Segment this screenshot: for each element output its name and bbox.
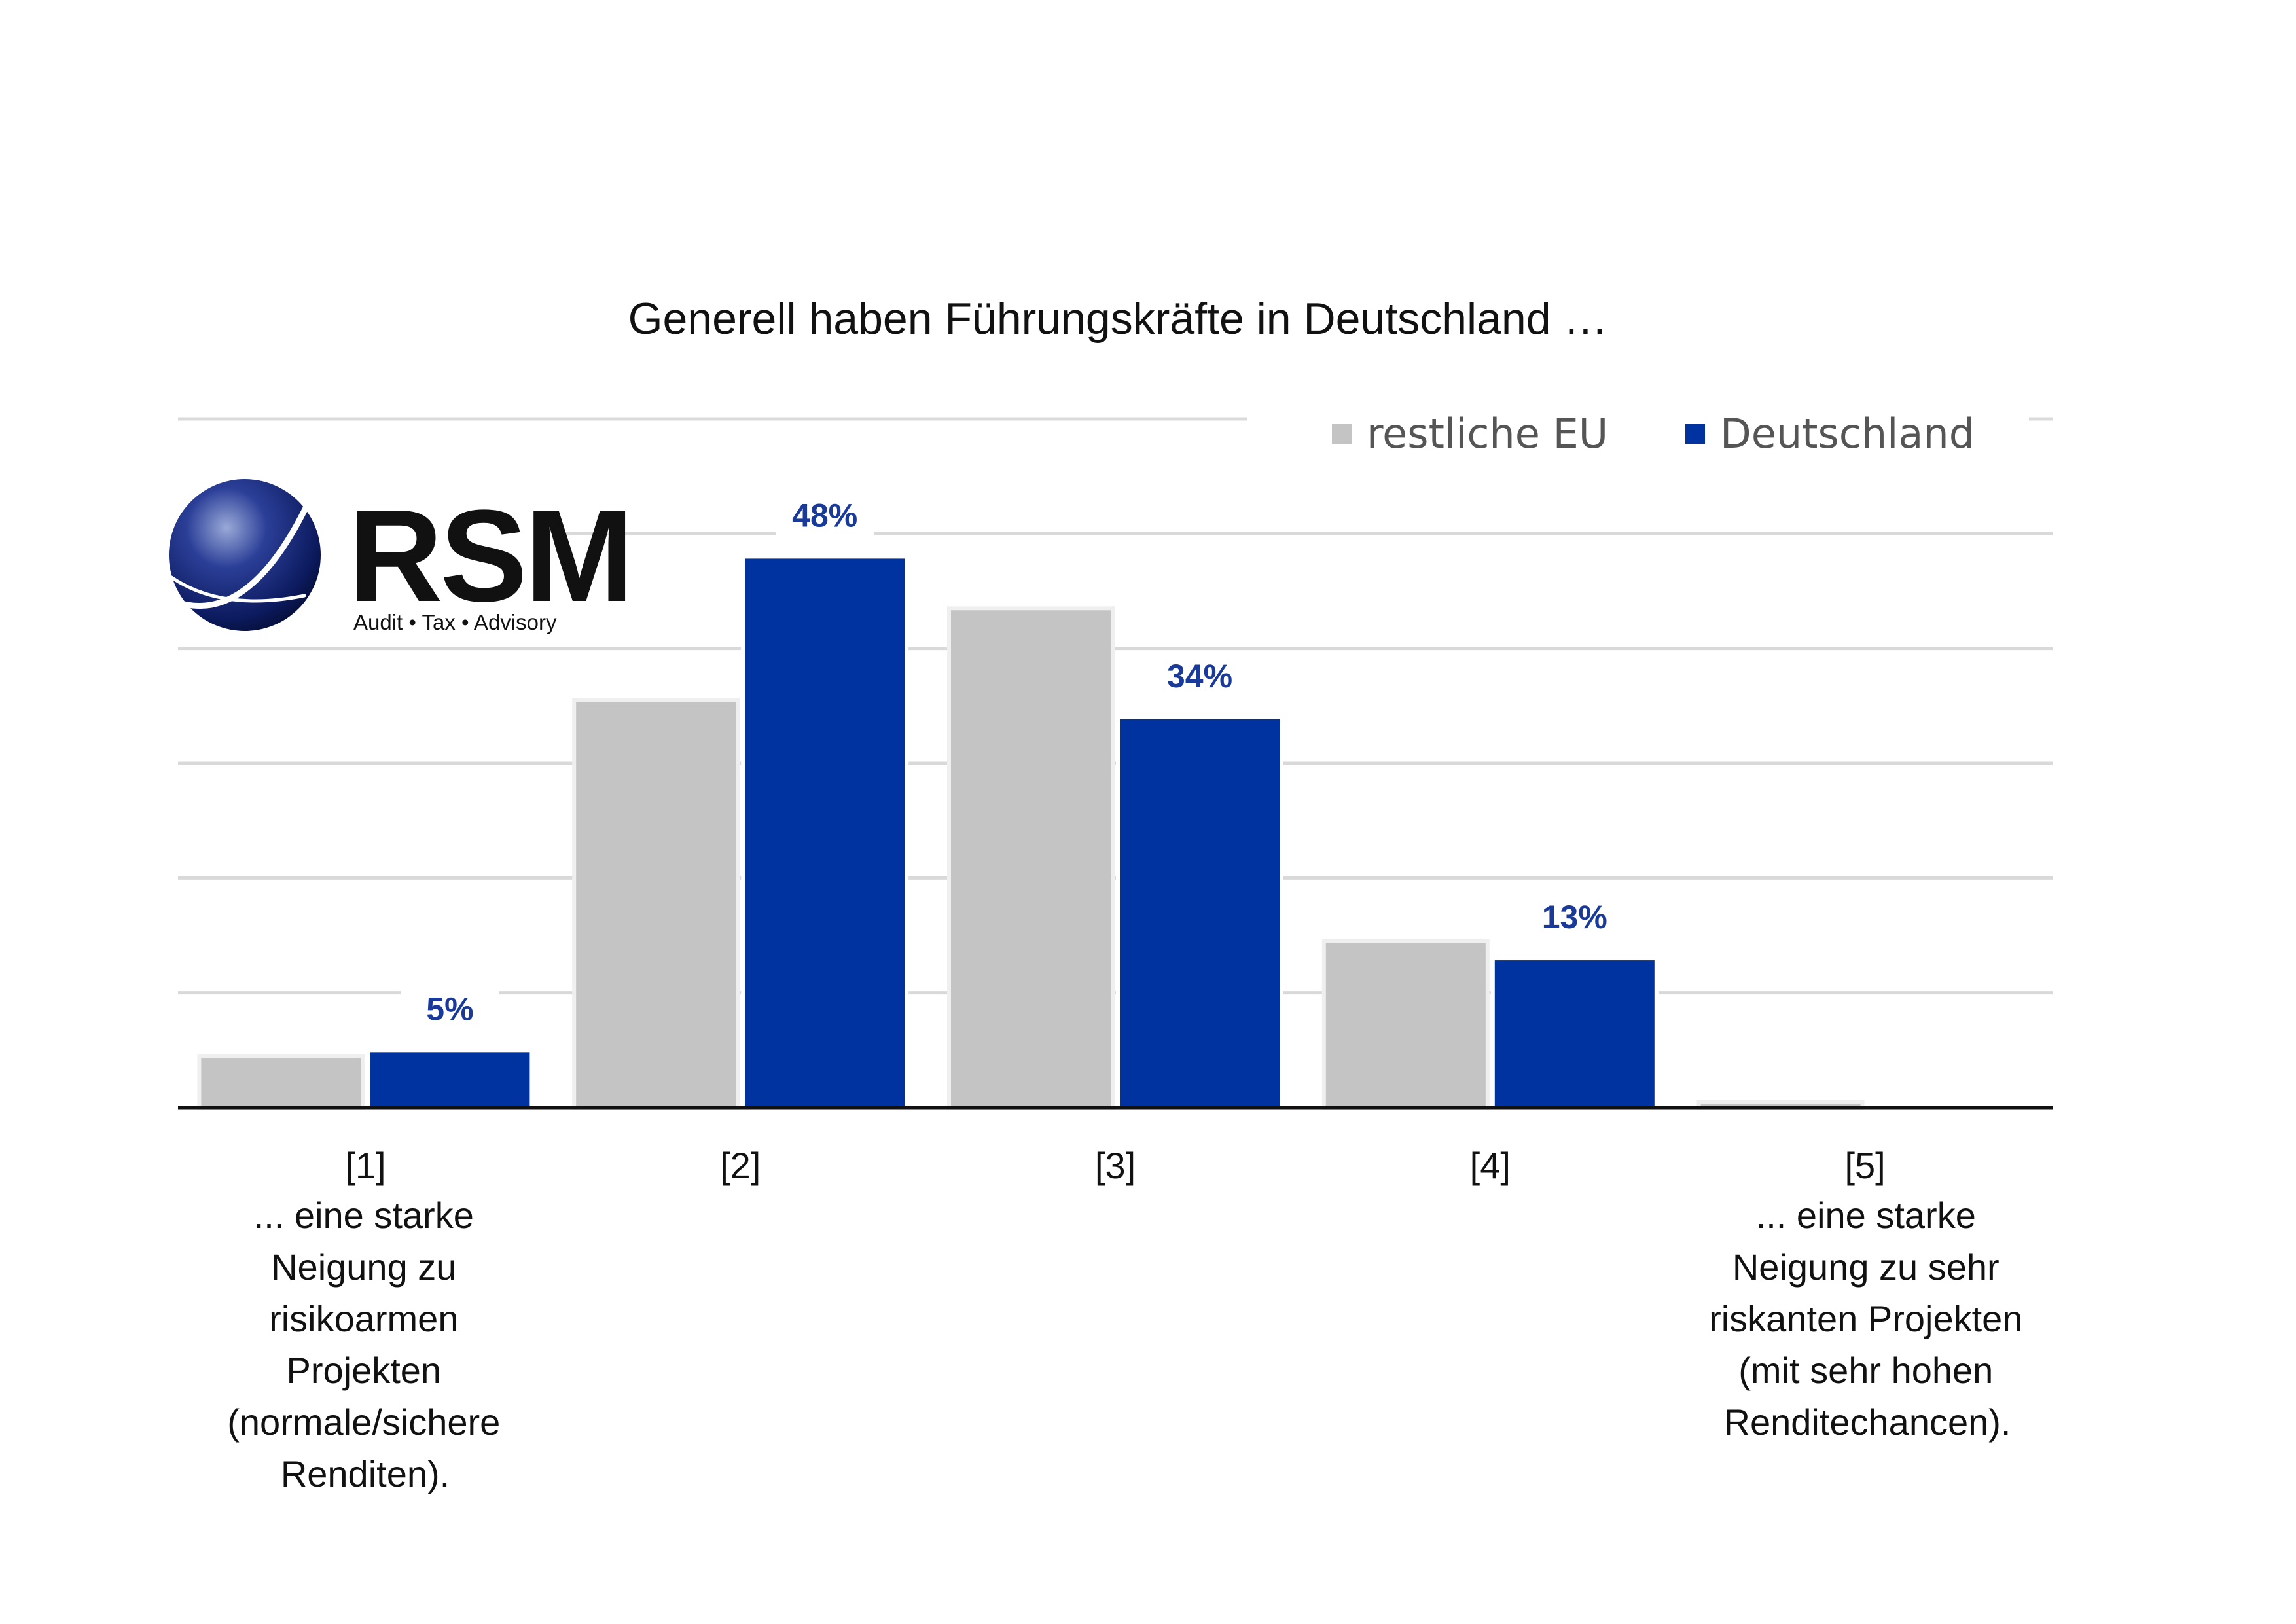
data-label: 13% [1542, 899, 1607, 935]
data-label-background [401, 987, 499, 1031]
category-label: [3] [1095, 1145, 1136, 1186]
legend: restliche EU Deutschland [1332, 410, 1975, 458]
category-labels: [1] [2] [3] [4] [5] [345, 1145, 1885, 1186]
bar-deutschland [1116, 715, 1283, 1110]
bar-deutschland [366, 1048, 534, 1110]
category-description-last: ... eine starke Neigung zu sehr riskante… [1709, 1195, 2026, 1443]
legend-label-deutschland: Deutschland [1720, 410, 1975, 458]
data-label: 34% [1167, 658, 1232, 695]
data-labels: 5% 48% 34% 13% [401, 494, 1624, 1031]
data-label-background [1151, 654, 1249, 698]
bar-deutschland [1490, 956, 1659, 1110]
data-label: 5% [426, 990, 473, 1027]
bar-restliche-eu [197, 1054, 365, 1110]
logo-tagline: Audit • Tax • Advisory [353, 610, 557, 634]
category-label: [1] [345, 1145, 386, 1186]
category-label: [5] [1844, 1145, 1885, 1186]
bar-restliche-eu [947, 606, 1115, 1110]
bar-restliche-eu [1321, 939, 1490, 1110]
legend-swatch-restliche-eu [1332, 424, 1352, 444]
rsm-logo: RSM Audit • Tax • Advisory [164, 468, 634, 645]
data-label-background [776, 494, 874, 537]
chart-title: Generell haben Führungskräfte in Deutsch… [628, 294, 1608, 344]
bars [197, 554, 1865, 1110]
legend-swatch-deutschland [1685, 424, 1705, 444]
bar-deutschland [741, 554, 909, 1110]
category-label: [2] [720, 1145, 761, 1186]
legend-label-restliche-eu: restliche EU [1367, 410, 1608, 458]
data-label: 48% [792, 497, 857, 533]
globe-swoosh-1 [173, 501, 311, 609]
category-label: [4] [1470, 1145, 1511, 1186]
globe-swoosh-2 [170, 575, 306, 603]
data-label-background [1525, 895, 1624, 939]
category-description-first: ... eine starke Neigung zu risikoarmen P… [227, 1195, 503, 1494]
logo-wordmark: RSM [348, 483, 631, 629]
bar-restliche-eu [572, 698, 740, 1110]
